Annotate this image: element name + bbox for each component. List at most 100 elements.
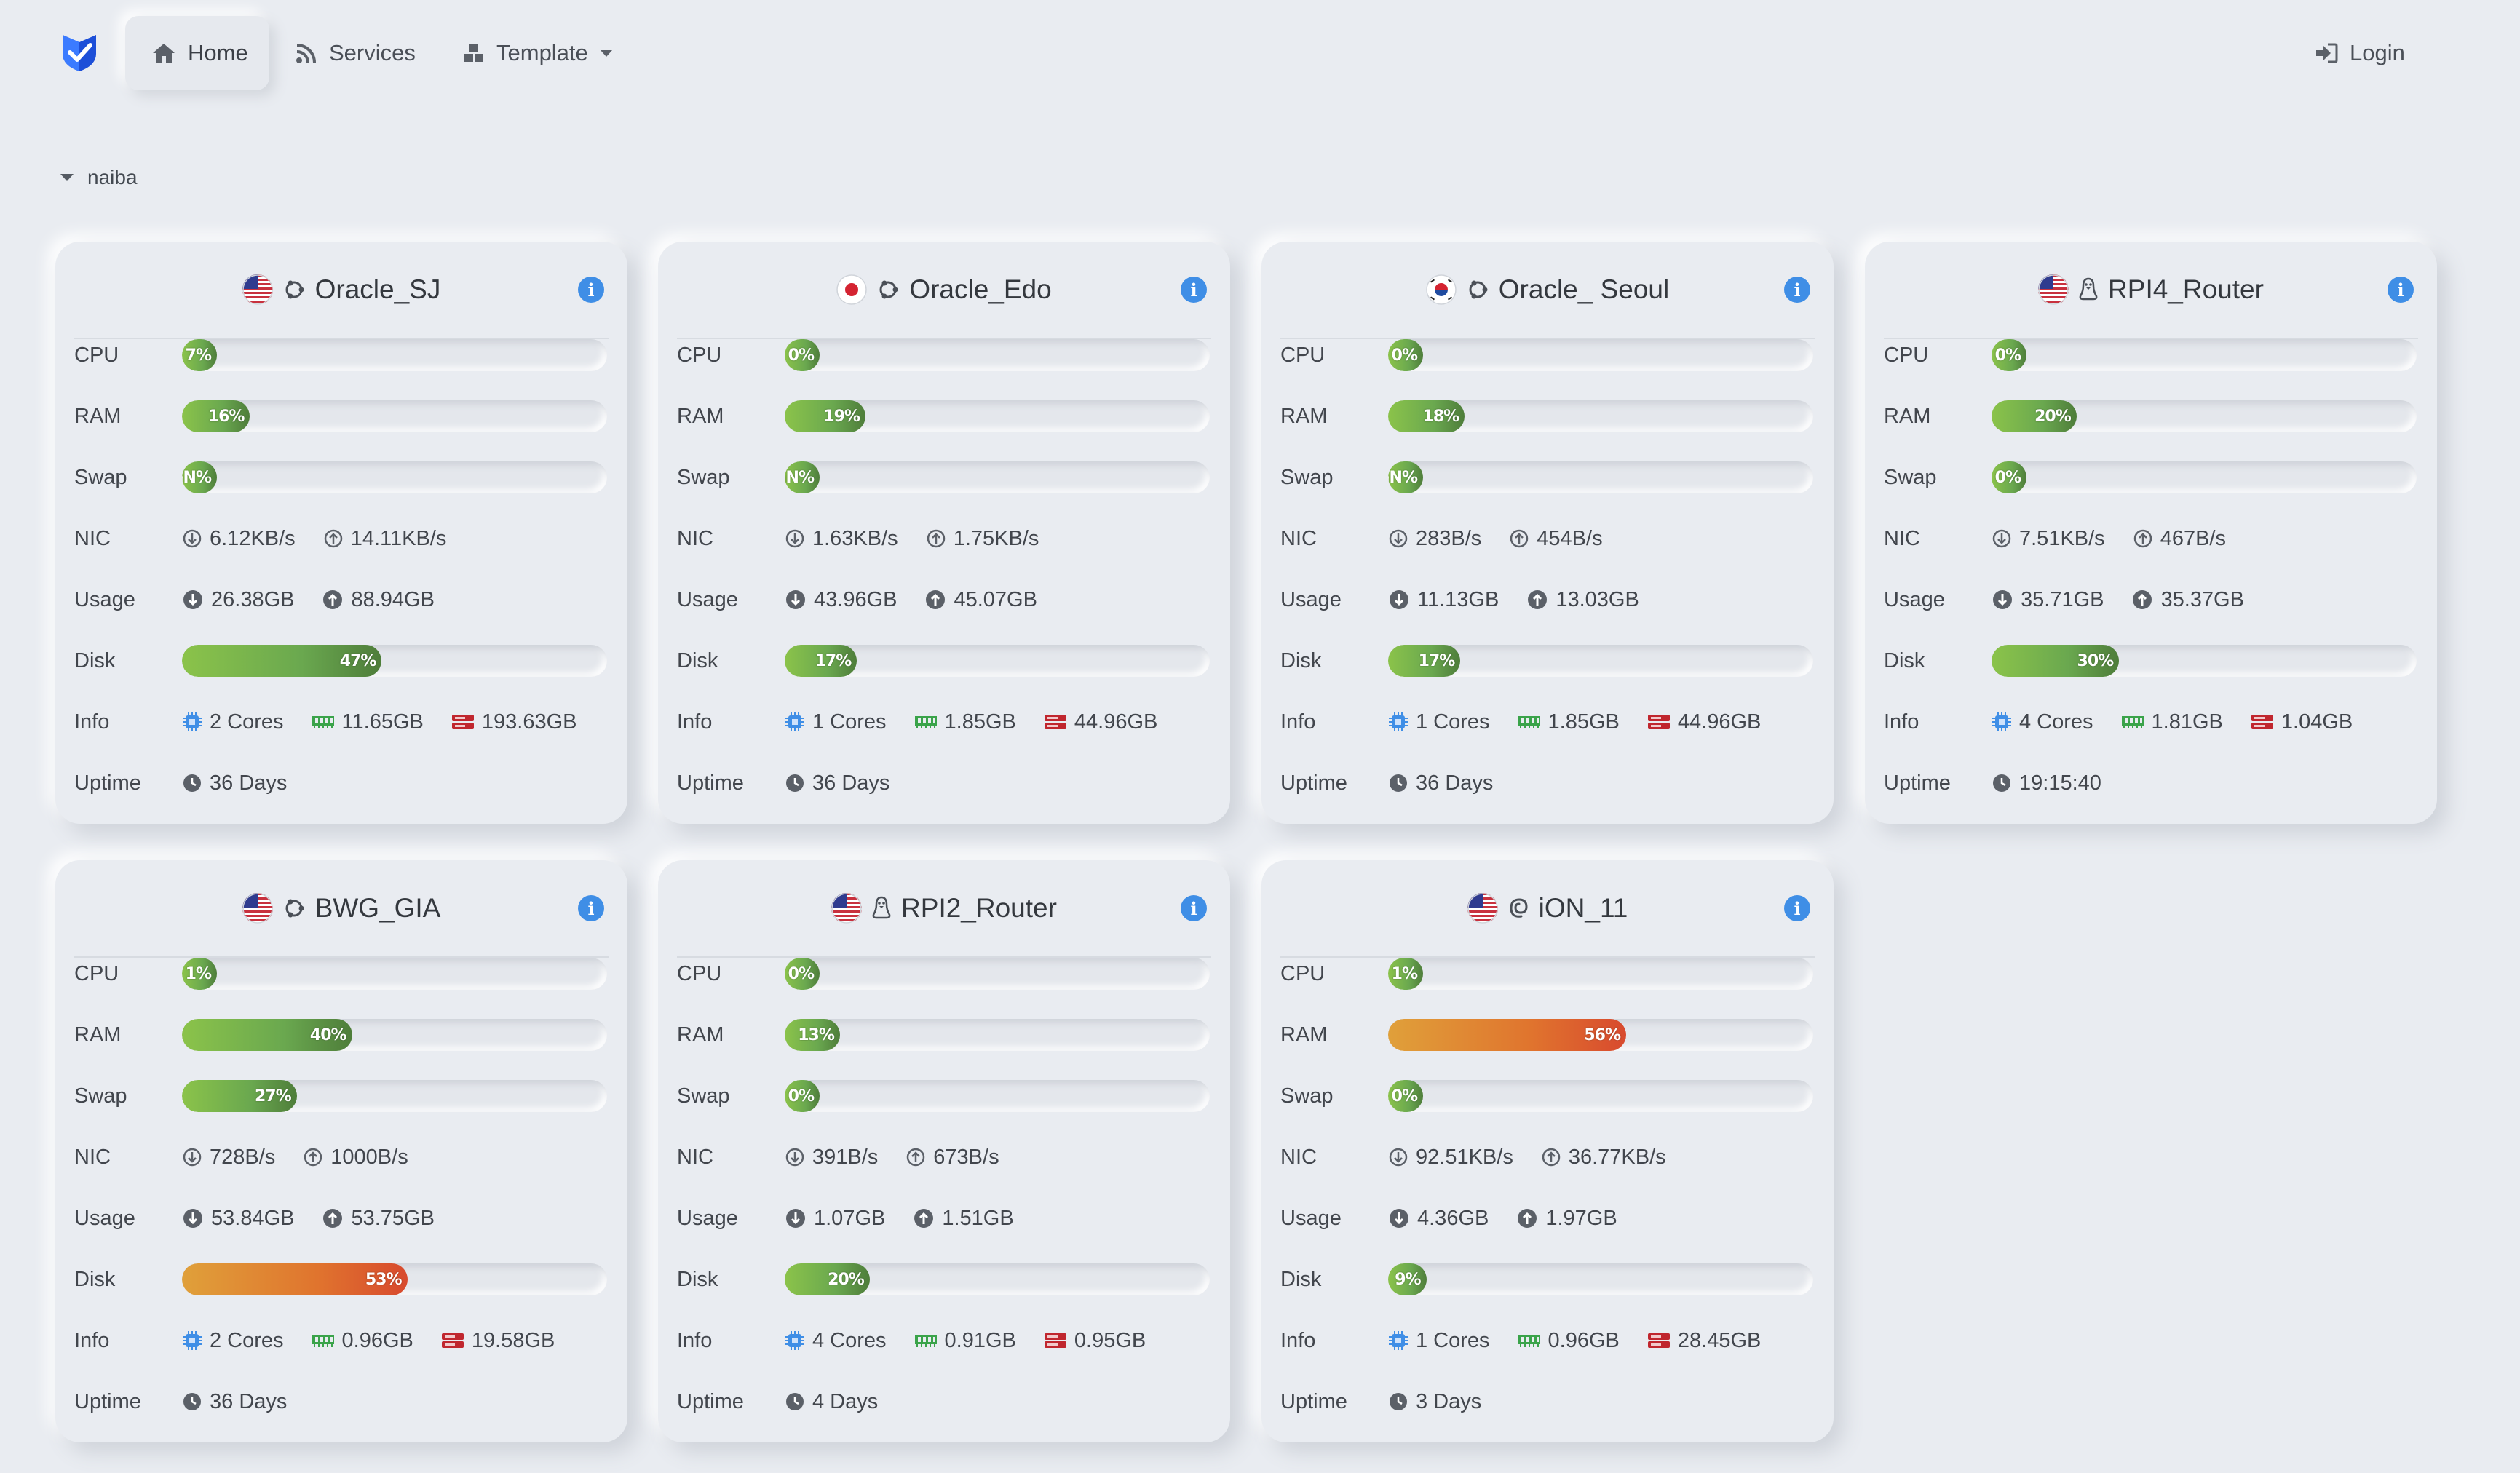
- ubuntu-icon: [879, 280, 898, 299]
- nav-template[interactable]: Template: [437, 16, 626, 90]
- stat-row-uptime: Uptime 19:15:40: [1884, 761, 2418, 805]
- nic-values: 391B/s 673B/s: [785, 1146, 999, 1170]
- usage-upload: 53.75GB: [351, 1206, 435, 1230]
- cpu-progress-bar: 0%: [1388, 339, 1813, 371]
- download-arrow-icon: [183, 1148, 202, 1167]
- stat-label-usage: Usage: [1280, 587, 1342, 611]
- stat-row-cpu: CPU 0%: [1884, 333, 2418, 377]
- stat-label-usage: Usage: [1280, 1206, 1342, 1230]
- cpu-progress-bar: 0%: [785, 958, 1210, 990]
- stat-row-ram: RAM 56%: [1280, 1013, 1815, 1057]
- nav-home-label: Home: [188, 40, 248, 65]
- uptime-value: 19:15:40: [1992, 771, 2101, 795]
- server-group-toggle[interactable]: naiba: [60, 166, 138, 189]
- stat-label-info: Info: [1280, 1328, 1316, 1352]
- stat-row-swap: Swap 27%: [74, 1074, 609, 1118]
- uptime-text: 36 Days: [812, 771, 890, 795]
- hardware-info: 1 Cores 1.85GB 44.96GB: [1388, 710, 1761, 734]
- upload-circle-icon: [1528, 590, 1548, 609]
- info-button[interactable]: i: [1784, 277, 1810, 303]
- info-button[interactable]: i: [2388, 277, 2414, 303]
- stat-row-cpu: CPU 1%: [74, 952, 609, 996]
- cpu-cores: 1 Cores: [1416, 1328, 1490, 1352]
- download-arrow-icon: [785, 1148, 804, 1167]
- cubes-icon: [464, 44, 483, 62]
- ram-percent: 56%: [1584, 1025, 1621, 1044]
- disk-total: 193.63GB: [481, 710, 577, 734]
- stat-label-nic: NIC: [677, 1145, 713, 1169]
- stat-label-swap: Swap: [1280, 465, 1334, 489]
- disk-progress-bar: 17%: [785, 645, 1210, 677]
- usage-download: 1.07GB: [814, 1206, 886, 1230]
- swap-percent: 0%: [1994, 468, 2021, 487]
- disk-progress-bar: 53%: [182, 1263, 607, 1295]
- server-name: Oracle_Edo: [909, 274, 1052, 304]
- server-flag: [2038, 274, 2069, 305]
- rss-icon: [296, 44, 316, 63]
- server-flag: [242, 893, 273, 924]
- stat-row-cpu: CPU 0%: [677, 333, 1211, 377]
- disk-total: 0.95GB: [1074, 1328, 1146, 1352]
- info-button[interactable]: i: [1181, 895, 1207, 921]
- stat-label-uptime: Uptime: [74, 771, 141, 795]
- nic-values: 7.51KB/s 467B/s: [1992, 527, 2226, 551]
- stat-row-nic: NIC 92.51KB/s 36.77KB/s: [1280, 1135, 1815, 1179]
- cpu-chip-icon: [785, 712, 804, 731]
- nav-home[interactable]: Home: [125, 16, 269, 90]
- nav-services[interactable]: Services: [269, 16, 432, 90]
- nic-upload: 1000B/s: [330, 1145, 408, 1169]
- stat-label-info: Info: [74, 710, 110, 734]
- stat-row-usage: Usage 1.07GB 1.51GB: [677, 1196, 1211, 1240]
- cpu-cores: 4 Cores: [812, 1328, 887, 1352]
- stat-label-info: Info: [1884, 710, 1919, 734]
- disk-percent: 9%: [1395, 1270, 1421, 1289]
- info-button[interactable]: i: [578, 895, 604, 921]
- info-icon: i: [587, 897, 595, 919]
- ram-percent: 40%: [309, 1025, 347, 1044]
- upload-arrow-icon: [1542, 1148, 1561, 1167]
- info-button[interactable]: i: [578, 277, 604, 303]
- stat-row-swap: Swap 0%: [677, 1074, 1211, 1118]
- stat-label-usage: Usage: [677, 587, 738, 611]
- cpu-progress-fill: 7%: [182, 339, 217, 371]
- cpu-progress-fill: 0%: [1388, 339, 1423, 371]
- nic-download: 92.51KB/s: [1416, 1145, 1513, 1169]
- swap-progress-fill: 0%: [785, 1080, 820, 1112]
- download-arrow-icon: [1389, 1148, 1408, 1167]
- memory-icon: [914, 1335, 937, 1347]
- memory-total: 0.91GB: [944, 1328, 1016, 1352]
- info-icon: i: [1794, 897, 1801, 919]
- memory-total: 0.96GB: [341, 1328, 413, 1352]
- stat-label-swap: Swap: [1884, 465, 1937, 489]
- stat-label-disk: Disk: [677, 648, 718, 672]
- nic-values: 728B/s 1000B/s: [182, 1146, 408, 1170]
- disk-progress-bar: 30%: [1992, 645, 2417, 677]
- stat-label-usage: Usage: [74, 587, 135, 611]
- nic-values: 6.12KB/s 14.11KB/s: [182, 527, 446, 551]
- disk-progress-fill: 17%: [1388, 645, 1461, 677]
- memory-icon: [312, 716, 334, 728]
- flag-us-icon: [2038, 274, 2069, 305]
- swap-progress-fill: NaN%: [1388, 461, 1423, 493]
- disk-progress-bar: 17%: [1388, 645, 1813, 677]
- shield-check-icon[interactable]: [60, 32, 99, 73]
- home-icon: [153, 44, 175, 63]
- nic-download: 283B/s: [1416, 526, 1482, 550]
- uptime-value: 36 Days: [182, 771, 287, 795]
- login-button[interactable]: Login: [2289, 16, 2427, 90]
- hdd-icon: [1044, 715, 1066, 729]
- clock-icon: [1390, 1393, 1407, 1410]
- server-flag: [1467, 893, 1498, 924]
- stat-row-swap: Swap NaN%: [1280, 456, 1815, 499]
- ram-percent: 19%: [823, 407, 860, 426]
- info-button[interactable]: i: [1181, 277, 1207, 303]
- uptime-value: 36 Days: [785, 771, 889, 795]
- stat-label-info: Info: [1280, 710, 1316, 734]
- cpu-percent: 0%: [788, 346, 815, 365]
- hardware-info: 4 Cores 1.81GB 1.04GB: [1992, 710, 2353, 734]
- info-button[interactable]: i: [1784, 895, 1810, 921]
- upload-arrow-icon: [324, 529, 342, 548]
- stat-label-swap: Swap: [74, 465, 127, 489]
- ram-progress-bar: 40%: [182, 1019, 607, 1051]
- upload-arrow-icon: [304, 1148, 322, 1167]
